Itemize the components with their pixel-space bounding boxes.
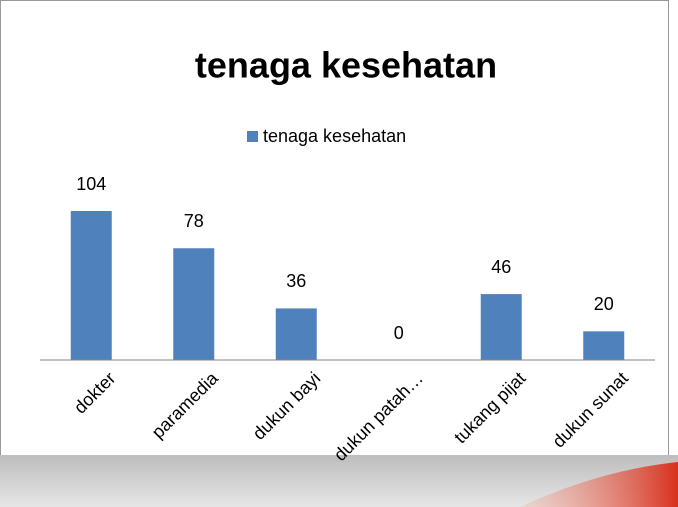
bar bbox=[70, 211, 112, 360]
data-label: 78 bbox=[184, 211, 204, 231]
data-label: 36 bbox=[286, 271, 306, 291]
bar bbox=[583, 331, 625, 360]
data-label: 46 bbox=[491, 257, 511, 277]
legend-label: tenaga kesehatan bbox=[263, 126, 406, 146]
bar bbox=[173, 248, 215, 360]
legend-swatch bbox=[247, 131, 258, 142]
chart-frame bbox=[0, 0, 669, 471]
bar bbox=[275, 308, 317, 360]
chart-title: tenaga kesehatan bbox=[195, 45, 497, 86]
data-label: 104 bbox=[76, 174, 106, 194]
footer-swoosh bbox=[520, 462, 678, 507]
data-label: 0 bbox=[394, 323, 404, 343]
data-label: 20 bbox=[594, 294, 614, 314]
bar bbox=[480, 294, 522, 360]
